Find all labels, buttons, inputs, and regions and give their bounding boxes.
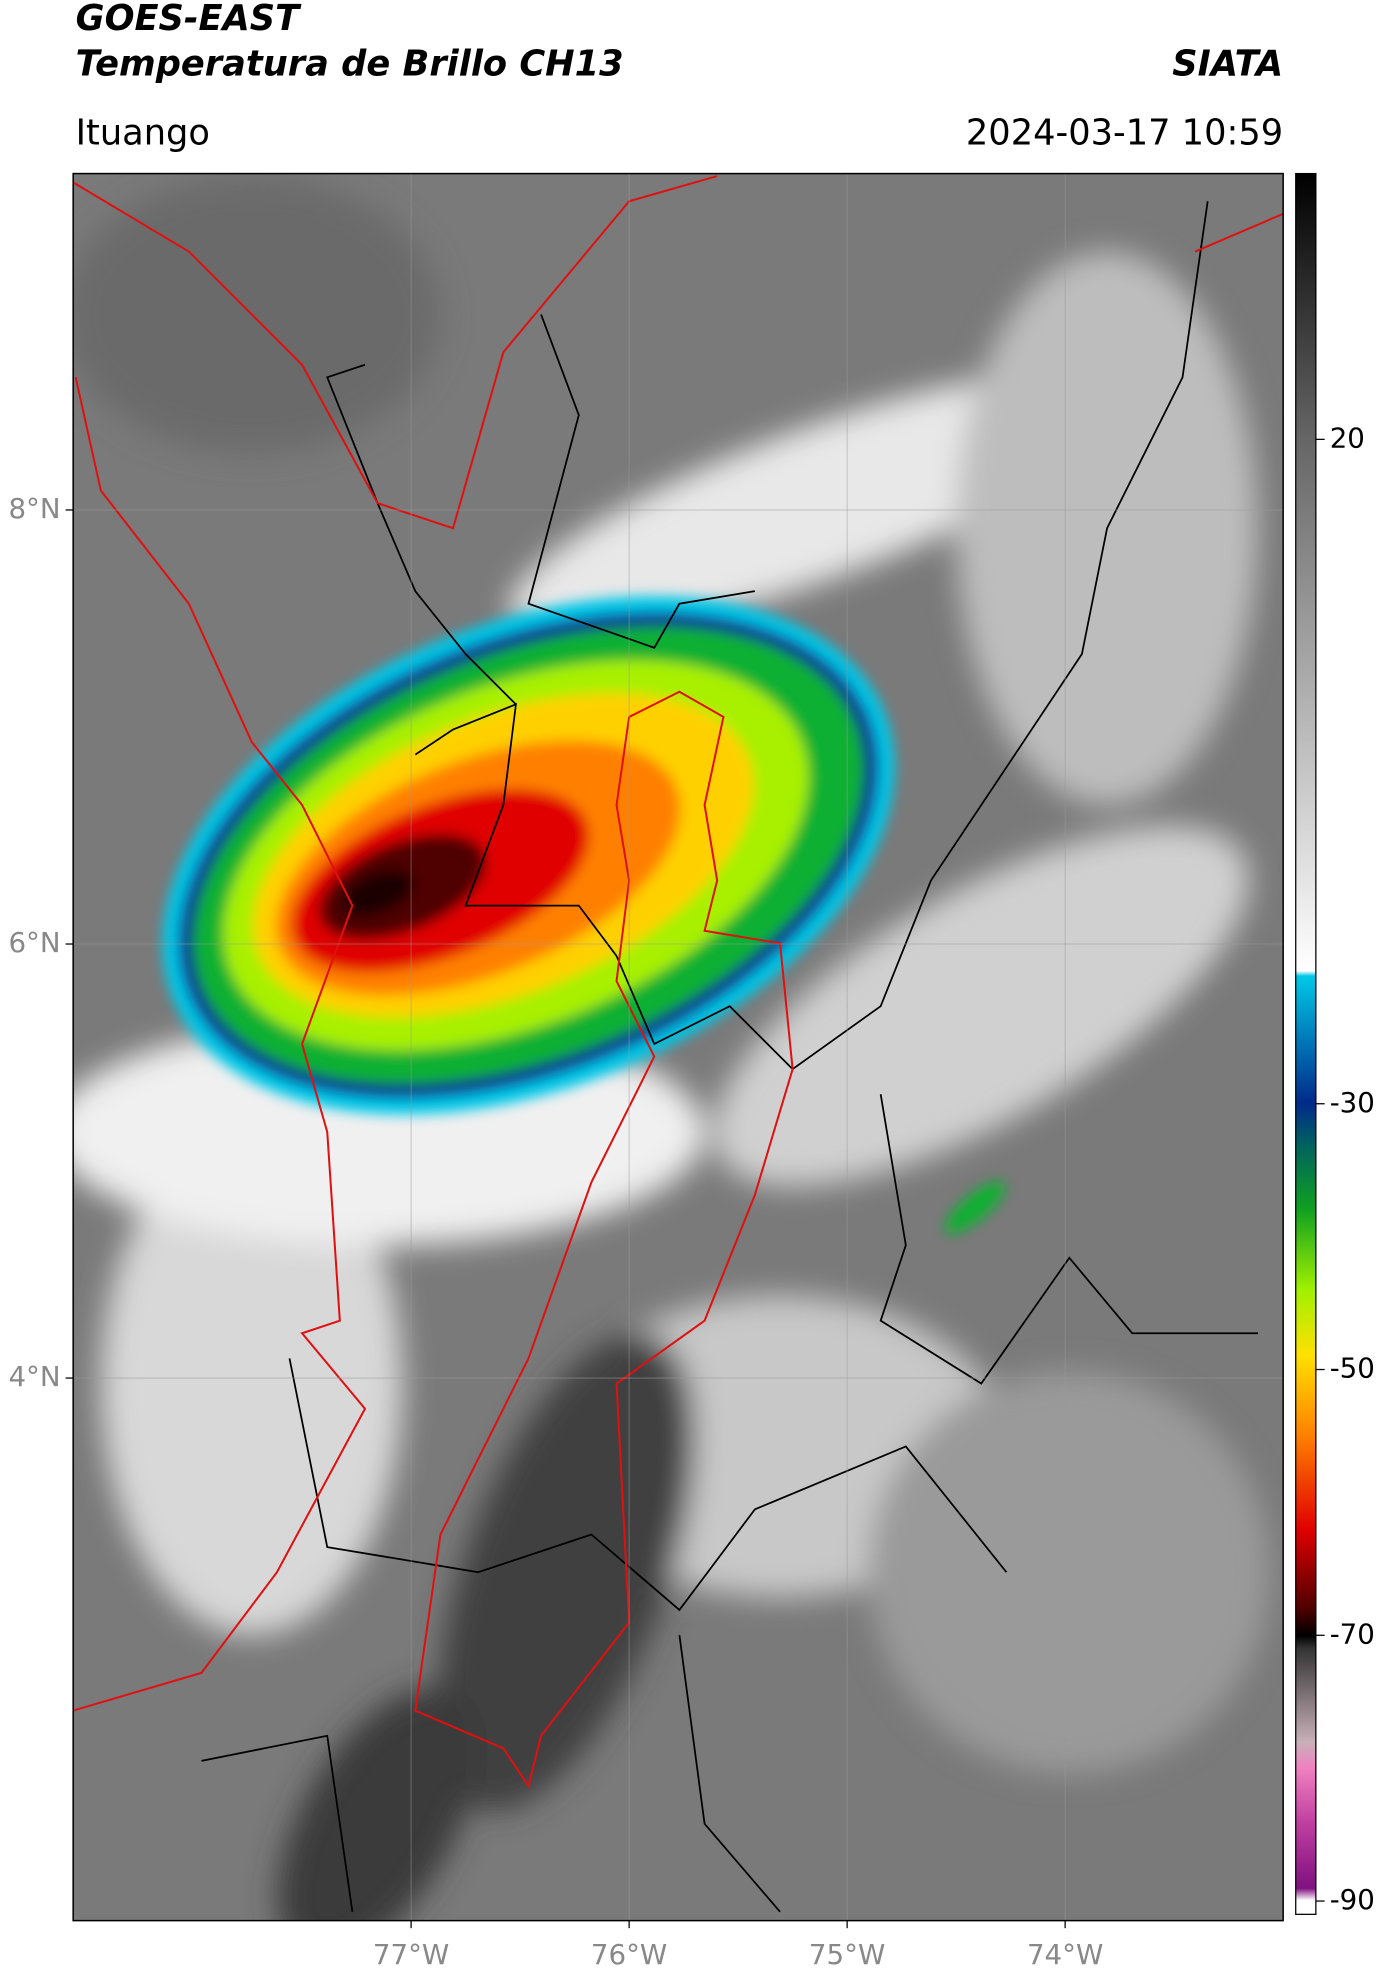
colorbar-tick-label: -90 bbox=[1330, 1883, 1375, 1916]
satellite-image bbox=[73, 173, 1284, 1921]
lon-tick-label: 77°W bbox=[373, 1938, 449, 1971]
source: SIATA bbox=[1172, 43, 1283, 84]
graticule bbox=[73, 173, 1284, 1921]
lon-tick-label: 74°W bbox=[1027, 1938, 1103, 1971]
location: Ituango bbox=[76, 113, 210, 154]
lon-tick-label: 76°W bbox=[591, 1938, 667, 1971]
lat-tick-label: 6°N bbox=[8, 926, 60, 959]
map-frame bbox=[72, 172, 1284, 1922]
colorbar-tick-label: -50 bbox=[1330, 1352, 1375, 1385]
colorbar-tick-label: -70 bbox=[1330, 1617, 1375, 1650]
lat-tick-label: 8°N bbox=[8, 492, 60, 525]
lon-tick-label: 75°W bbox=[809, 1938, 885, 1971]
lat-tick-label: 4°N bbox=[8, 1360, 60, 1393]
datetime: 2024-03-17 10:59 bbox=[966, 113, 1283, 154]
colorbar bbox=[1295, 172, 1317, 1915]
subtitle: Temperatura de Brillo CH13 bbox=[76, 43, 624, 84]
colorbar-tick-label: 20 bbox=[1330, 421, 1365, 454]
colorbar-tick-label: -30 bbox=[1330, 1086, 1375, 1119]
title: GOES-EAST bbox=[76, 0, 302, 39]
